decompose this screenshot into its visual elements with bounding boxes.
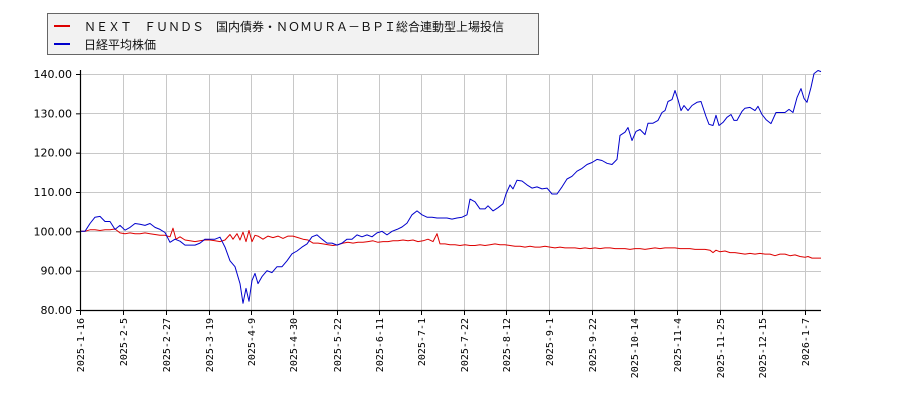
x-tick-label: 2025-9-22 — [588, 318, 599, 372]
x-tick-label: 2025-8-12 — [502, 318, 513, 372]
legend-item-fund: ＮＥＸＴ ＦＵＮＤＳ 国内債券・ＮＯＭＵＲＡ－ＢＰＩ総合連動型上場投信 — [54, 18, 504, 34]
x-tick-label: 2025-4-9 — [247, 318, 258, 366]
legend-swatch-red — [54, 25, 70, 27]
legend-item-nikkei: 日経平均株価 — [54, 36, 156, 52]
y-tick-label: 110.00 — [34, 186, 73, 199]
y-tick-label: 90.00 — [41, 265, 73, 278]
legend-label-fund: ＮＥＸＴ ＦＵＮＤＳ 国内債券・ＮＯＭＵＲＡ－ＢＰＩ総合連動型上場投信 — [84, 19, 505, 34]
x-tick-label: 2025-5-22 — [333, 318, 344, 372]
y-tick-label: 130.00 — [34, 107, 73, 120]
x-tick-label: 2025-3-19 — [205, 318, 216, 372]
axes — [79, 70, 821, 312]
x-tick-label: 2025-10-14 — [630, 318, 641, 378]
nikkei-series-line — [80, 70, 822, 304]
legend-label-nikkei: 日経平均株価 — [84, 37, 157, 52]
x-tick-label: 2025-7-22 — [460, 318, 471, 372]
y-tick-label: 80.00 — [41, 304, 73, 317]
fund-series-line — [80, 227, 821, 259]
y-tick-label: 120.00 — [34, 147, 73, 160]
series-lines — [80, 70, 822, 304]
y-axis-ticks: 80.00 90.00 100.00 110.00 120.00 130.00 140.00 — [34, 68, 80, 317]
x-tick-label: 2025-4-30 — [289, 318, 300, 372]
x-tick-label: 2025-12-15 — [758, 318, 769, 378]
x-axis-ticks: 2025-1-16 2025-2-5 2025-2-27 2025-3-19 2025-… — [76, 310, 812, 378]
x-tick-label: 2025-2-5 — [119, 318, 130, 366]
x-tick-label: 2025-7-1 — [417, 318, 428, 366]
chart-legend: ＮＥＸＴ ＦＵＮＤＳ 国内債券・ＮＯＭＵＲＡ－ＢＰＩ総合連動型上場投信 日経平均… — [47, 13, 539, 55]
y-tick-label: 100.00 — [34, 225, 73, 238]
grid-lines — [80, 74, 821, 311]
y-tick-label: 140.00 — [34, 68, 73, 81]
x-tick-label: 2026-1-7 — [801, 318, 812, 366]
x-tick-label: 2025-9-1 — [545, 318, 556, 366]
x-tick-label: 2025-11-4 — [673, 318, 684, 372]
x-tick-label: 2025-2-27 — [162, 318, 173, 372]
x-tick-label: 2025-11-25 — [716, 318, 727, 378]
x-tick-label: 2025-6-11 — [375, 318, 386, 372]
x-tick-label: 2025-1-16 — [76, 318, 87, 372]
legend-swatch-blue — [54, 43, 70, 45]
